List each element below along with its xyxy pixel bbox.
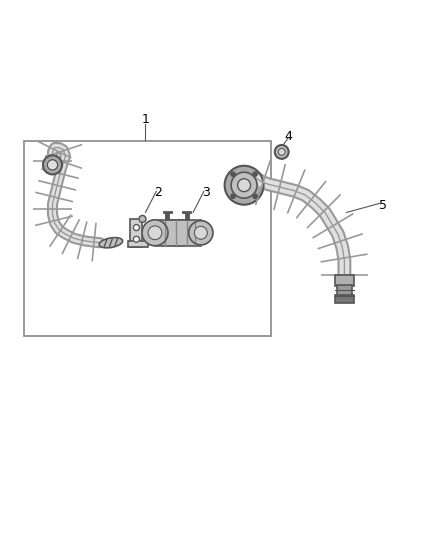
Circle shape [237, 179, 251, 192]
Circle shape [134, 224, 139, 231]
Circle shape [189, 221, 213, 245]
Ellipse shape [152, 220, 204, 246]
Circle shape [142, 220, 168, 246]
Circle shape [194, 227, 207, 239]
Bar [337, 285, 352, 297]
Bar [131, 219, 142, 247]
Circle shape [231, 194, 235, 198]
Circle shape [47, 160, 58, 170]
Circle shape [43, 155, 62, 174]
Bar [155, 220, 201, 246]
Bar [128, 240, 148, 247]
Circle shape [231, 172, 235, 176]
Circle shape [253, 194, 257, 198]
Circle shape [275, 145, 289, 159]
Circle shape [139, 215, 146, 222]
Bar [335, 275, 354, 286]
Text: 5: 5 [379, 199, 387, 213]
Circle shape [231, 172, 257, 198]
Circle shape [278, 149, 285, 155]
Circle shape [134, 236, 139, 243]
Text: 1: 1 [141, 113, 149, 126]
Text: 2: 2 [155, 187, 162, 199]
Text: 3: 3 [202, 187, 210, 199]
Text: 4: 4 [284, 130, 292, 143]
Ellipse shape [99, 238, 123, 248]
Bar [335, 295, 354, 303]
Bar [25, 141, 271, 336]
Circle shape [225, 166, 264, 205]
Circle shape [253, 172, 257, 176]
Circle shape [148, 226, 162, 240]
